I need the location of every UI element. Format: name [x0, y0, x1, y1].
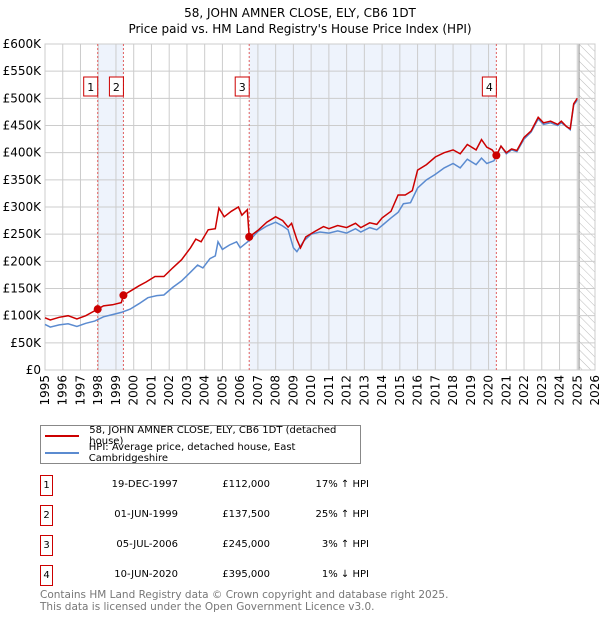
sale-point — [492, 151, 501, 160]
sale-point — [245, 232, 254, 241]
x-tick-label: 2017 — [428, 375, 442, 406]
sale-date: 10-JUN-2020 — [114, 569, 178, 580]
x-tick-label: 1998 — [91, 375, 105, 406]
x-tick-label: 2002 — [162, 375, 176, 406]
x-tick-label: 2021 — [499, 375, 513, 406]
y-tick-label: £500K — [3, 91, 43, 105]
sale-label-number: 3 — [239, 81, 246, 94]
chart-title: 58, JOHN AMNER CLOSE, ELY, CB6 1DT — [184, 6, 416, 20]
x-tick-label: 2023 — [535, 375, 549, 406]
legend-item-hpi: HPI: Average price, detached house, East… — [45, 442, 360, 464]
sale-hpi-diff: 1% ↓ HPI — [321, 569, 369, 580]
x-tick-label: 2009 — [286, 375, 300, 406]
y-tick-label: £0 — [26, 363, 41, 377]
sale-label-number: 2 — [113, 81, 120, 94]
x-tick-label: 1999 — [109, 375, 123, 406]
x-tick-label: 2007 — [251, 375, 265, 406]
plot-border — [44, 43, 596, 371]
series-line — [44, 99, 578, 328]
sale-hpi-diff: 17% ↑ HPI — [315, 479, 369, 490]
x-tick-label: 2003 — [180, 375, 194, 406]
x-tick-label: 2012 — [340, 375, 354, 406]
x-tick-label: 2025 — [570, 375, 584, 406]
legend-label: HPI: Average price, detached house, East… — [88, 442, 296, 464]
x-tick-label: 2018 — [446, 375, 460, 406]
y-tick-label: £450K — [3, 119, 43, 133]
y-tick-label: £400K — [3, 146, 43, 160]
sale-row: 1 19-DEC-1997 £112,000 17% ↑ HPI — [40, 475, 460, 496]
sale-number-box: 2 — [40, 505, 53, 526]
y-tick-label: £300K — [3, 200, 43, 214]
sale-number-box: 4 — [40, 565, 53, 586]
sale-date: 19-DEC-1997 — [111, 479, 178, 490]
x-tick-label: 2006 — [233, 375, 247, 406]
x-tick-label: 2001 — [144, 375, 158, 406]
x-tick-label: 2004 — [198, 375, 212, 406]
sale-price: £395,000 — [222, 569, 270, 580]
sale-label-box — [481, 76, 497, 97]
sale-price: £137,500 — [222, 509, 270, 520]
sale-date: 01-JUN-1999 — [114, 509, 178, 520]
y-tick-label: £150K — [3, 282, 43, 296]
x-tick-label: 2013 — [357, 375, 371, 406]
y-tick-label: £50K — [10, 336, 42, 350]
x-tick-label: 2014 — [375, 375, 389, 406]
sale-price: £245,000 — [222, 539, 270, 550]
x-tick-label: 2011 — [322, 375, 336, 406]
x-tick-label: 2026 — [588, 375, 600, 406]
y-tick-label: £350K — [3, 173, 43, 187]
sale-label-box — [234, 76, 250, 97]
sale-row: 4 10-JUN-2020 £395,000 1% ↓ HPI — [40, 565, 460, 586]
x-tick-label: 2000 — [127, 375, 141, 406]
sale-row: 3 05-JUL-2006 £245,000 3% ↑ HPI — [40, 535, 460, 556]
legend-swatch-blue — [45, 452, 79, 454]
sale-hpi-diff: 25% ↑ HPI — [315, 509, 369, 520]
sale-row: 2 01-JUN-1999 £137,500 25% ↑ HPI — [40, 505, 460, 526]
sale-point — [93, 305, 102, 314]
x-tick-label: 2010 — [304, 375, 318, 406]
y-tick-label: £550K — [3, 64, 43, 78]
sale-price: £112,000 — [222, 479, 270, 490]
footer-line-2: This data is licensed under the Open Gov… — [40, 601, 375, 613]
sale-hpi-diff: 3% ↑ HPI — [321, 539, 369, 550]
sale-date: 05-JUL-2006 — [116, 539, 178, 550]
legend-item-property: 58, JOHN AMNER CLOSE, ELY, CB6 1DT (deta… — [45, 425, 360, 447]
x-tick-label: 1995 — [38, 375, 52, 406]
sale-label-number: 1 — [87, 81, 94, 94]
sale-number-box: 1 — [40, 475, 53, 496]
y-tick-label: £100K — [3, 309, 43, 323]
footer-line-1: Contains HM Land Registry data © Crown c… — [40, 589, 449, 601]
x-tick-label: 2019 — [464, 375, 478, 406]
legend-label: 58, JOHN AMNER CLOSE, ELY, CB6 1DT (deta… — [89, 425, 337, 447]
x-tick-label: 2015 — [393, 375, 407, 406]
x-tick-label: 2022 — [517, 375, 531, 406]
y-tick-label: £200K — [3, 254, 43, 268]
x-tick-label: 2008 — [269, 375, 283, 406]
x-tick-label: 1997 — [73, 375, 87, 406]
price-chart: £0 £50K £100K £150K £200K £250K £300K £350K £400… — [3, 37, 600, 406]
x-tick-label: 2020 — [482, 375, 496, 406]
legend: 58, JOHN AMNER CLOSE, ELY, CB6 1DT (deta… — [40, 425, 361, 464]
y-tick-label: £250K — [3, 227, 43, 241]
sale-number-box: 3 — [40, 535, 53, 556]
series-line — [44, 97, 578, 321]
sale-point — [119, 291, 128, 300]
x-tick-label: 2024 — [553, 375, 567, 406]
sale-label-box — [83, 76, 99, 97]
y-tick-label: £600K — [3, 37, 43, 51]
x-tick-label: 2016 — [411, 375, 425, 406]
chart-subtitle: Price paid vs. HM Land Registry's House … — [128, 22, 472, 36]
legend-swatch-red — [45, 435, 80, 437]
x-tick-label: 1996 — [56, 375, 70, 406]
sale-label-number: 4 — [486, 81, 493, 94]
sale-label-box — [108, 76, 124, 97]
x-tick-label: 2005 — [215, 375, 229, 406]
